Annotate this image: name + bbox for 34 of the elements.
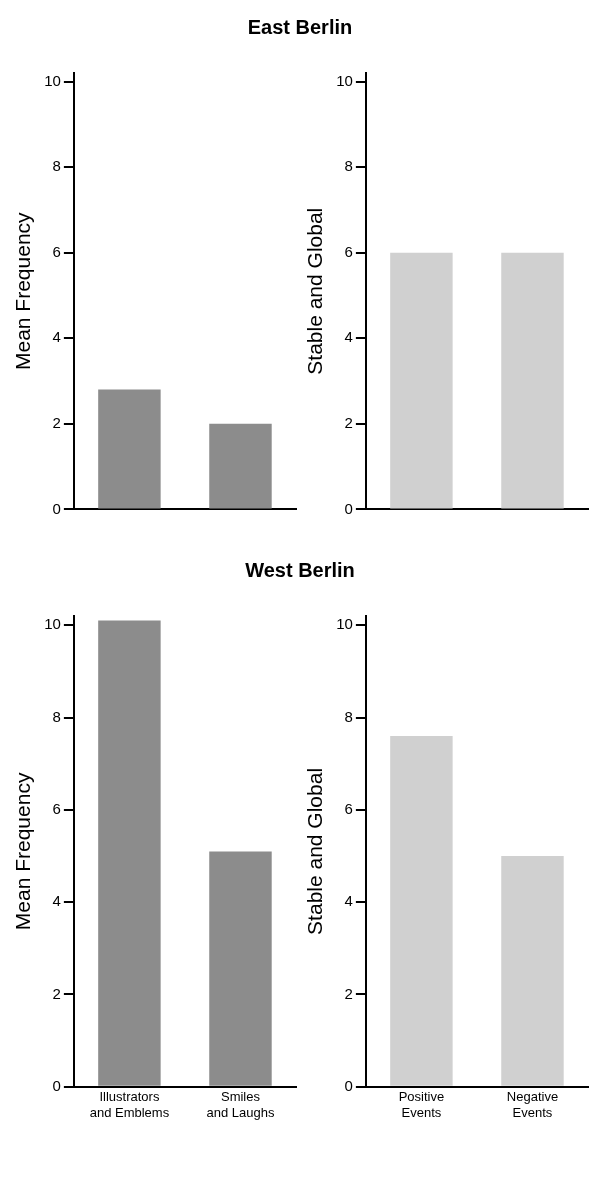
y-tick-label: 6 xyxy=(52,242,61,260)
x-tick-label: Illustrators and Emblems xyxy=(89,1089,170,1120)
y-axis-title: Mean Frequency xyxy=(11,211,35,370)
y-tick-label: 4 xyxy=(52,892,61,910)
y-tick-label: 4 xyxy=(344,892,353,910)
y-tick-label: 4 xyxy=(344,328,353,346)
y-tick-label: 2 xyxy=(344,984,353,1002)
y-tick-label: 6 xyxy=(344,800,353,817)
y-tick-label: 10 xyxy=(336,71,353,89)
y-axis-title: Stable and Global xyxy=(303,207,327,375)
y-tick-label: 4 xyxy=(52,328,61,346)
y-tick-label: 8 xyxy=(52,707,61,725)
y-tick-label: 0 xyxy=(52,499,61,517)
y-tick-label: 10 xyxy=(336,615,353,633)
y-tick-label: 0 xyxy=(344,499,353,517)
y-axis-title: Mean Frequency xyxy=(11,772,35,931)
x-tick-label: Positive Events xyxy=(398,1089,445,1120)
y-tick-label: 2 xyxy=(52,413,61,431)
y-tick-label: 8 xyxy=(344,157,353,175)
chart-title: East Berlin xyxy=(246,15,354,40)
y-tick-label: 6 xyxy=(52,800,61,817)
y-tick-label: 10 xyxy=(44,615,61,633)
y-tick-label: 10 xyxy=(44,71,61,89)
y-axis-title: Stable and Global xyxy=(303,767,327,935)
y-tick-label: 2 xyxy=(52,984,61,1002)
chart-title: West Berlin xyxy=(244,558,356,583)
y-tick-label: 8 xyxy=(52,157,61,175)
x-tick-label: Smiles and Laughs xyxy=(206,1089,275,1120)
y-tick-label: 0 xyxy=(344,1076,353,1094)
y-tick-label: 8 xyxy=(344,707,353,725)
x-tick-label: Negative Events xyxy=(506,1089,559,1120)
y-tick-label: 0 xyxy=(52,1076,61,1094)
y-tick-label: 2 xyxy=(344,413,353,431)
y-tick-label: 6 xyxy=(344,242,353,260)
